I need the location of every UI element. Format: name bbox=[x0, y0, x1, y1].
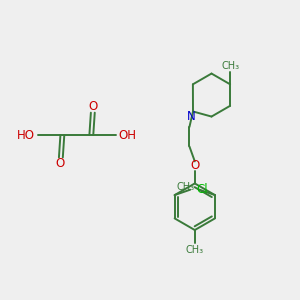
Text: HO: HO bbox=[17, 129, 35, 142]
Text: CH₃: CH₃ bbox=[186, 245, 204, 255]
Text: N: N bbox=[187, 110, 196, 123]
Text: O: O bbox=[56, 157, 65, 170]
Text: OH: OH bbox=[118, 129, 136, 142]
Text: CH₃: CH₃ bbox=[177, 182, 195, 192]
Text: CH₃: CH₃ bbox=[221, 61, 239, 71]
Text: O: O bbox=[190, 159, 200, 172]
Text: O: O bbox=[88, 100, 98, 113]
Text: Cl: Cl bbox=[197, 183, 208, 196]
